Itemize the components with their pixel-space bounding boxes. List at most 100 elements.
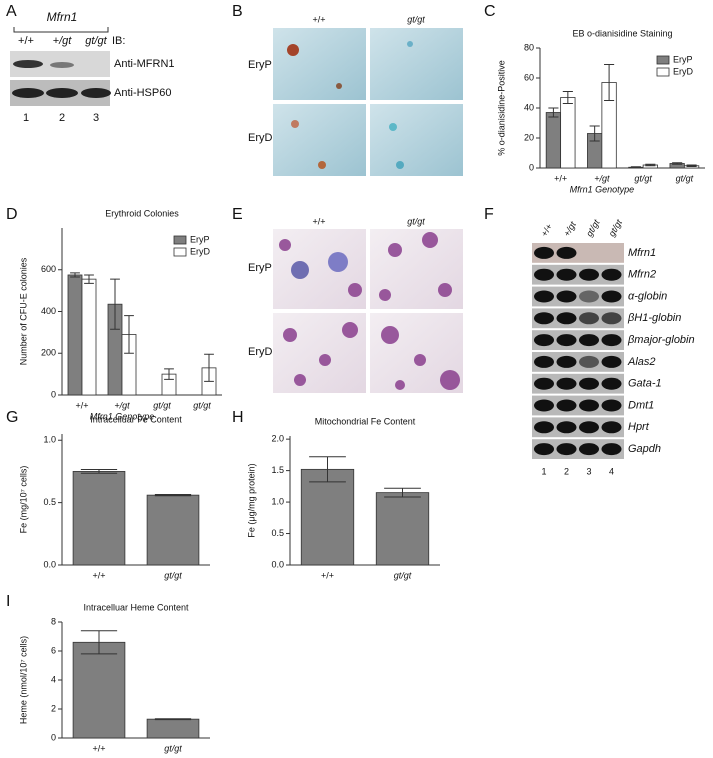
legend-label: EryD	[673, 66, 694, 76]
band	[534, 290, 554, 303]
micrograph	[370, 28, 463, 100]
y-tick-label: 0	[529, 162, 534, 172]
column-label: gt/gt	[407, 14, 425, 24]
band	[556, 377, 577, 390]
bar	[560, 97, 576, 169]
x-tick-label: +/gt	[114, 400, 130, 410]
band	[601, 334, 622, 347]
cells	[279, 232, 460, 390]
blot-strip	[532, 308, 624, 329]
band	[534, 312, 554, 325]
bar	[146, 718, 200, 739]
band	[556, 290, 577, 303]
y-tick-label: 4	[51, 674, 56, 684]
y-tick-label: 0.0	[43, 559, 56, 569]
band	[534, 421, 554, 434]
genotype: gt/gt	[607, 218, 625, 239]
panel-label: D	[6, 206, 18, 223]
cell	[389, 123, 397, 131]
band	[579, 377, 599, 390]
band	[13, 60, 43, 68]
micrograph	[370, 104, 463, 176]
y-tick-label: 20	[524, 132, 534, 142]
blot-strip	[532, 395, 624, 416]
lane: 3	[586, 466, 591, 476]
error-bar	[110, 278, 120, 330]
y-tick-label: 200	[41, 348, 56, 358]
x-tick-label: +/+	[92, 570, 105, 580]
bar	[545, 112, 562, 169]
error-bar	[70, 272, 80, 278]
y-tick-label: 1.0	[271, 496, 284, 506]
y-tick-label: 2.0	[271, 434, 284, 444]
error-bar	[154, 718, 192, 721]
chart-title: Erythroid Colonies	[105, 208, 179, 218]
band	[556, 246, 577, 259]
y-tick-label: 40	[524, 102, 534, 112]
gene-label: Gata-1	[628, 378, 662, 390]
error-bar	[84, 274, 94, 284]
bar	[67, 274, 83, 396]
band	[579, 443, 599, 456]
blot-strip	[532, 417, 624, 438]
genotype: gt/gt	[584, 218, 602, 239]
band	[46, 88, 78, 98]
y-tick-label: 6	[51, 645, 56, 655]
error-bar	[645, 163, 656, 167]
cell	[287, 44, 299, 56]
legend-swatch	[173, 235, 187, 245]
row-label: Anti-MFRN1	[114, 58, 175, 70]
band	[579, 334, 599, 347]
error-bar	[630, 166, 641, 169]
x-axis-label: Mfrn1 Genotype	[570, 184, 635, 194]
error-bar	[80, 630, 118, 655]
x-tick-label: +/gt	[594, 173, 610, 183]
bar	[300, 468, 355, 566]
y-tick-label: 1.5	[271, 465, 284, 475]
blot-strip	[532, 330, 624, 350]
error-bar	[604, 64, 615, 101]
chart-title: EB o-dianisidine Staining	[572, 28, 672, 38]
genotype: +/+	[539, 222, 554, 238]
band	[534, 334, 554, 347]
legend-swatch	[656, 67, 670, 77]
chart-title: Intracelluar Fe Content	[90, 414, 182, 424]
x-tick-label: gt/gt	[193, 400, 211, 410]
band	[579, 399, 599, 412]
legend-swatch	[656, 55, 670, 65]
bar	[375, 492, 430, 566]
blot-strip	[532, 286, 624, 307]
band	[534, 355, 554, 368]
bar	[72, 471, 126, 566]
y-axis-label: Heme (nmol/10⁷ cells)	[18, 636, 28, 724]
lane: 4	[609, 466, 614, 476]
error-bar	[154, 494, 192, 497]
error-bar	[164, 368, 174, 380]
gene-label: βH1-globin	[627, 312, 681, 324]
lane: 3	[93, 112, 99, 124]
band	[50, 62, 74, 68]
cell	[318, 161, 326, 169]
band	[534, 268, 554, 281]
blot-strip	[532, 373, 624, 394]
y-tick-label: 0	[51, 389, 56, 399]
band	[579, 268, 599, 281]
band	[601, 290, 622, 303]
gene-label: Alas2	[627, 356, 656, 368]
cell	[407, 41, 413, 47]
panel-label: I	[6, 593, 10, 610]
y-tick-label: 1.0	[43, 435, 56, 445]
chart-title: Mitochondrial Fe Content	[315, 416, 416, 426]
genotype: +/gt	[562, 220, 579, 239]
band	[579, 421, 599, 434]
lane: 1	[541, 466, 546, 476]
band	[601, 443, 622, 456]
band	[534, 443, 554, 456]
y-tick-label: 0	[51, 732, 56, 742]
band	[601, 355, 622, 368]
y-axis-label: Number of CFU-E colonies	[18, 257, 28, 365]
y-tick-label: 600	[41, 264, 56, 274]
column-label: gt/gt	[407, 216, 425, 226]
